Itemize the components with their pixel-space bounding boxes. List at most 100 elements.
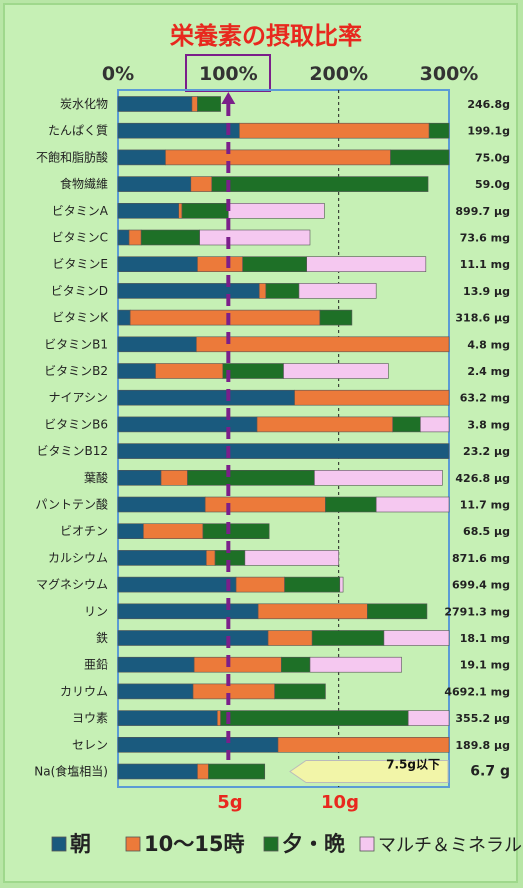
- bar-evening-5: [140, 229, 200, 246]
- row-label-9: ビタミンB1: [44, 337, 108, 351]
- row-label-5: ビタミンC: [52, 231, 108, 245]
- bar-supplement-12: [420, 416, 450, 433]
- row-amount-1: 199.1g: [467, 125, 510, 138]
- row-label-23: ヨウ素: [72, 711, 108, 725]
- row-amount-5: 73.6 mg: [460, 232, 510, 245]
- bar-midday-19: [257, 603, 368, 620]
- legend-swatch-midday: [125, 836, 141, 852]
- bar-midday-20: [267, 630, 313, 646]
- bar-morning-19: [117, 603, 259, 620]
- bar-midday-25: [197, 763, 209, 780]
- row-amount-0: 246.8g: [467, 98, 510, 111]
- bar-morning-18: [117, 576, 237, 593]
- row-label-12: ビタミンB6: [44, 417, 108, 431]
- row-amount-25: 6.7 g: [470, 764, 510, 780]
- bar-morning-5: [117, 229, 130, 246]
- row-amount-11: 63.2 mg: [460, 392, 510, 405]
- bar-supplement-23: [407, 710, 450, 726]
- reference-arrow-head: [221, 92, 236, 104]
- bar-evening-15: [325, 496, 377, 513]
- row-label-11: ナイアシン: [48, 391, 108, 405]
- bar-morning-12: [117, 416, 258, 433]
- row-label-16: ビオチン: [60, 524, 108, 538]
- bar-morning-22: [117, 683, 194, 700]
- bar-supplement-15: [375, 496, 450, 513]
- bar-midday-7: [258, 283, 267, 299]
- row-label-10: ビタミンB2: [44, 364, 108, 378]
- row-label-19: リン: [84, 604, 108, 618]
- bar-supplement-5: [199, 229, 311, 246]
- legend-label-morning: 朝: [70, 832, 91, 856]
- bar-morning-9: [117, 336, 197, 353]
- bar-evening-21: [280, 656, 311, 673]
- row-amount-13: 23.2 μg: [463, 445, 510, 458]
- row-label-2: 不飽和脂肪酸: [36, 149, 108, 164]
- x-tick-label-3: 300%: [420, 63, 479, 85]
- bar-midday-23: [217, 710, 221, 726]
- bar-supplement-10: [283, 363, 389, 379]
- bar-supplement-6: [306, 256, 427, 273]
- row-label-18: マグネシウム: [36, 578, 108, 592]
- bar-evening-6: [242, 256, 307, 273]
- legend-swatch-morning: [51, 836, 67, 852]
- row-amount-8: 318.6 μg: [455, 312, 510, 325]
- row-amount-22: 4692.1 mg: [444, 685, 510, 698]
- row-amount-23: 355.2 μg: [455, 712, 510, 725]
- row-label-8: ビタミンK: [52, 311, 109, 325]
- bar-supplement-20: [383, 630, 450, 646]
- row-amount-2: 75.0g: [475, 151, 510, 164]
- salt-note-arrow: [289, 760, 449, 783]
- bar-morning-16: [117, 523, 144, 540]
- bar-evening-22: [274, 683, 326, 700]
- bar-midday-6: [197, 256, 243, 273]
- row-amount-21: 19.1 mg: [460, 659, 510, 672]
- bar-morning-24: [117, 736, 279, 753]
- row-label-0: 炭水化物: [60, 97, 108, 111]
- legend-swatch-supplement: [359, 836, 375, 852]
- bar-midday-24: [277, 736, 450, 753]
- row-amount-20: 18.1 mg: [460, 632, 510, 645]
- bar-supplement-14: [314, 469, 443, 486]
- bar-supplement-18: [339, 576, 344, 593]
- row-amount-14: 426.8 μg: [455, 472, 510, 485]
- row-amount-7: 13.9 μg: [463, 285, 510, 298]
- x-tick-label-2: 200%: [309, 63, 368, 85]
- bar-evening-19: [367, 603, 428, 620]
- row-label-22: カリウム: [60, 684, 108, 698]
- bar-evening-1: [428, 122, 450, 139]
- row-label-4: ビタミンA: [52, 204, 109, 218]
- row-label-21: 亜鉛: [84, 658, 108, 672]
- bar-morning-10: [117, 363, 156, 379]
- row-label-14: 葉酸: [84, 470, 108, 485]
- bar-morning-20: [117, 630, 269, 646]
- bar-morning-2: [117, 149, 166, 166]
- bar-supplement-4: [228, 203, 325, 219]
- plot-border: [117, 89, 450, 788]
- bar-morning-17: [117, 550, 207, 566]
- row-label-6: ビタミンE: [52, 257, 108, 271]
- bar-midday-9: [196, 336, 450, 353]
- row-amount-18: 699.4 mg: [452, 579, 510, 592]
- legend-label-evening: 夕・晩: [282, 832, 345, 856]
- bar-supplement-7: [298, 283, 377, 299]
- row-label-20: 鉄: [96, 630, 108, 645]
- legend-label-midday: 10～15時: [144, 832, 244, 856]
- bar-midday-16: [143, 523, 204, 540]
- row-amount-17: 871.6 mg: [452, 552, 510, 565]
- bar-morning-8: [117, 309, 131, 326]
- bar-evening-7: [265, 283, 300, 299]
- row-amount-24: 189.8 μg: [455, 739, 510, 752]
- bar-midday-1: [239, 122, 430, 139]
- bar-evening-25: [208, 763, 266, 780]
- bar-morning-4: [117, 203, 179, 219]
- legend-swatch-evening: [263, 836, 279, 852]
- bar-midday-4: [178, 203, 183, 219]
- bar-midday-17: [205, 550, 216, 566]
- row-label-17: カルシウム: [48, 551, 108, 565]
- bar-morning-11: [117, 389, 295, 406]
- bar-morning-7: [117, 283, 260, 299]
- bar-midday-14: [160, 469, 188, 486]
- bar-evening-16: [202, 523, 270, 540]
- row-label-15: パントテン酸: [35, 497, 108, 512]
